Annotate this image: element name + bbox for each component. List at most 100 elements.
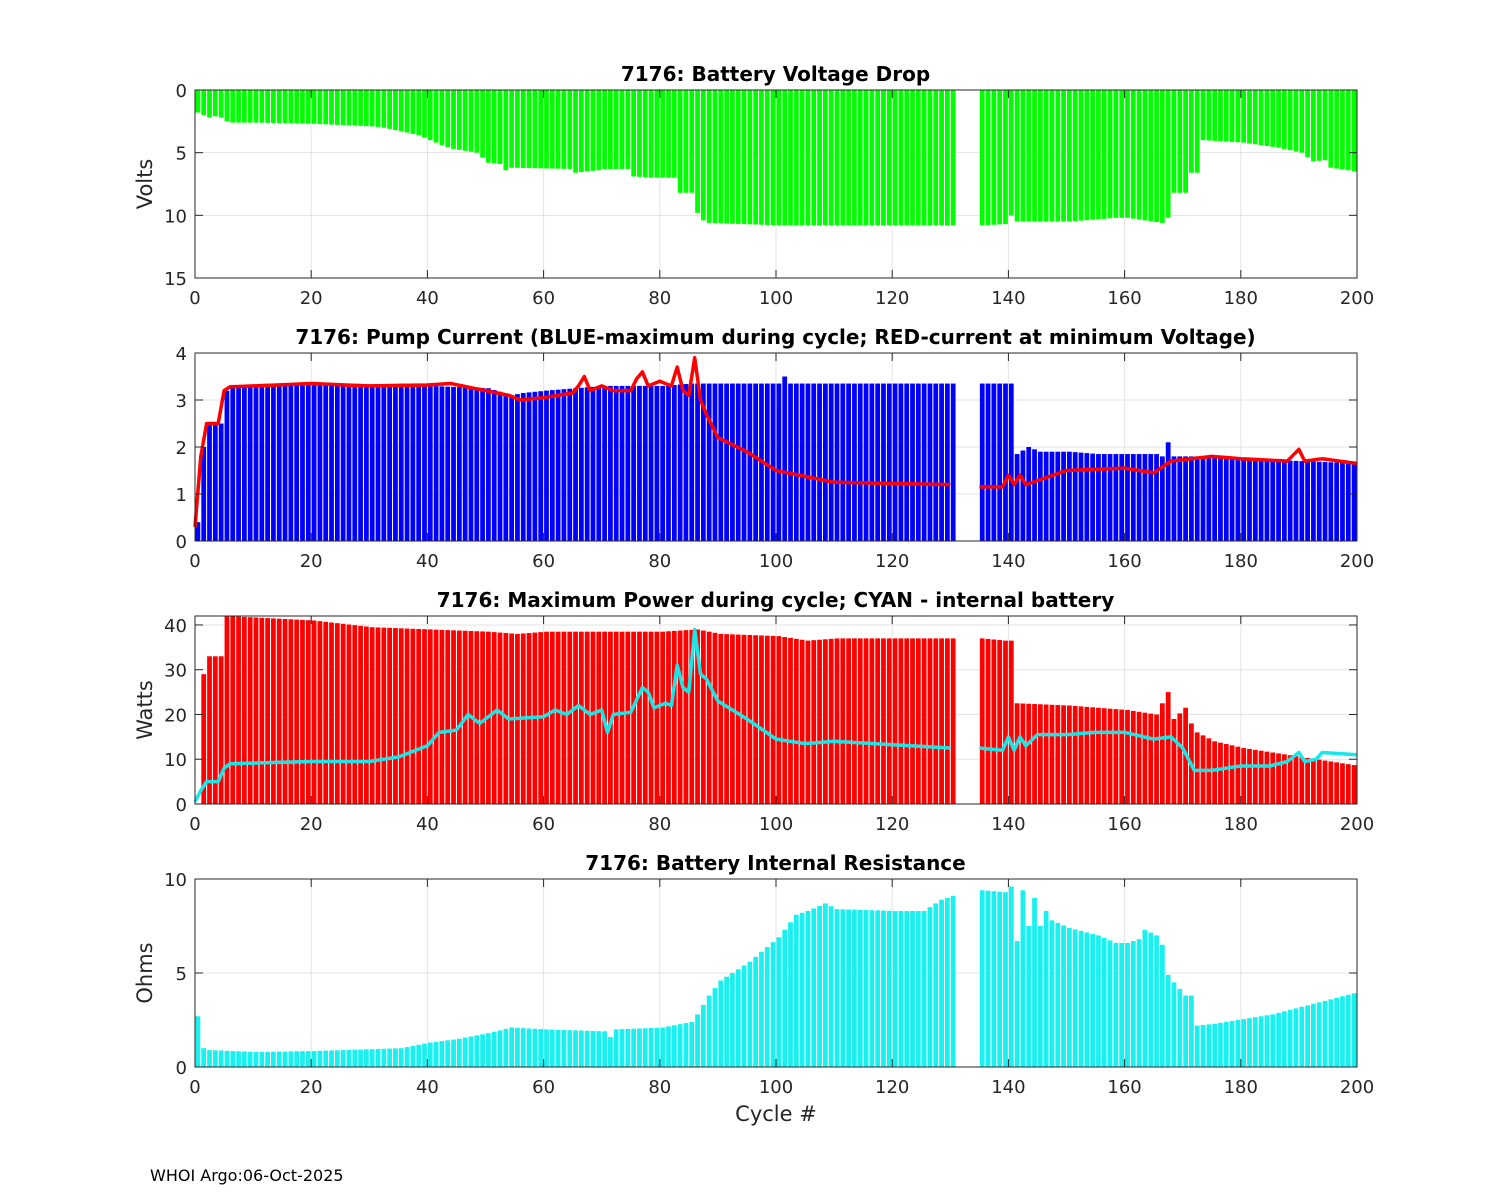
y-tick-label: 0 [176, 532, 187, 553]
bar [1159, 703, 1165, 804]
bar [642, 385, 648, 541]
bar [869, 910, 875, 1067]
bar [648, 385, 654, 541]
bar [567, 388, 573, 541]
bar [1003, 640, 1008, 804]
y-tick-label: 2 [176, 438, 187, 459]
bar [451, 386, 456, 541]
bar [724, 976, 729, 1067]
bar [410, 385, 416, 541]
bar [741, 383, 747, 541]
bar [1130, 454, 1136, 541]
bar [486, 388, 491, 541]
bar [793, 383, 799, 541]
bar [369, 1049, 375, 1067]
bar [253, 1051, 259, 1067]
bar [846, 90, 851, 226]
bar [451, 630, 456, 804]
bar [602, 385, 607, 541]
bar [1311, 461, 1316, 541]
x-tick-label: 80 [648, 1077, 671, 1098]
bar [584, 1030, 590, 1067]
bar [689, 1021, 695, 1067]
bar [445, 630, 451, 804]
bar [1334, 997, 1340, 1067]
bar [660, 385, 666, 541]
bar [904, 638, 910, 804]
bar [346, 624, 352, 804]
bar [387, 385, 393, 541]
bar [427, 90, 433, 141]
bar [846, 383, 851, 541]
bar [1037, 90, 1043, 222]
bar [1200, 456, 1206, 541]
bar [875, 638, 881, 804]
bar [486, 1033, 491, 1067]
bar [590, 386, 596, 541]
bar [1311, 758, 1316, 804]
bar [1270, 90, 1276, 147]
bar [910, 90, 915, 226]
bar [439, 90, 445, 146]
bar [334, 90, 340, 125]
bar [1351, 463, 1357, 541]
bar [695, 383, 700, 541]
axes [194, 615, 1358, 805]
bar [346, 1049, 352, 1067]
bar [515, 394, 520, 542]
bar [462, 387, 468, 541]
bar [1340, 90, 1345, 170]
bar [422, 629, 427, 804]
bar [1311, 90, 1316, 162]
bar [898, 638, 904, 804]
bar [788, 637, 793, 804]
bar [294, 385, 300, 541]
bar [1340, 763, 1345, 804]
bar [1293, 1008, 1299, 1067]
bar [509, 90, 515, 168]
bar [1165, 974, 1171, 1067]
bar [875, 383, 881, 541]
bar [323, 385, 329, 541]
bar [1200, 1025, 1206, 1067]
x-tick-label: 60 [532, 1077, 555, 1098]
bar [1032, 704, 1037, 804]
bar [782, 929, 788, 1067]
bar [642, 1028, 648, 1067]
bar [1090, 90, 1096, 220]
bar [1212, 741, 1218, 804]
bar [387, 1048, 393, 1067]
bar [1340, 462, 1345, 541]
x-tick-label: 120 [875, 814, 909, 835]
bar [700, 1004, 706, 1067]
bar [631, 631, 637, 804]
x-tick-label: 120 [875, 288, 909, 309]
bar [596, 631, 602, 804]
bar [1287, 755, 1293, 804]
series-line [193, 355, 951, 528]
bar [282, 1051, 288, 1067]
bar [1043, 90, 1049, 222]
bar [352, 625, 358, 804]
bar-series [195, 886, 1357, 1067]
bar [1032, 897, 1037, 1067]
bar [840, 383, 846, 541]
bar [230, 385, 236, 541]
bar [427, 1042, 433, 1067]
x-tick-label: 40 [416, 814, 439, 835]
bar [404, 628, 410, 804]
bar [1206, 90, 1212, 141]
x-tick-label: 100 [759, 288, 793, 309]
bar [689, 629, 695, 804]
bar [1136, 711, 1142, 804]
bar [683, 1023, 689, 1067]
bar [456, 630, 462, 804]
bar [671, 90, 677, 178]
bar [1229, 90, 1235, 142]
bar [619, 90, 625, 169]
bar [1177, 713, 1183, 804]
bar [1078, 930, 1084, 1067]
bar [265, 90, 270, 123]
bar [456, 387, 462, 541]
